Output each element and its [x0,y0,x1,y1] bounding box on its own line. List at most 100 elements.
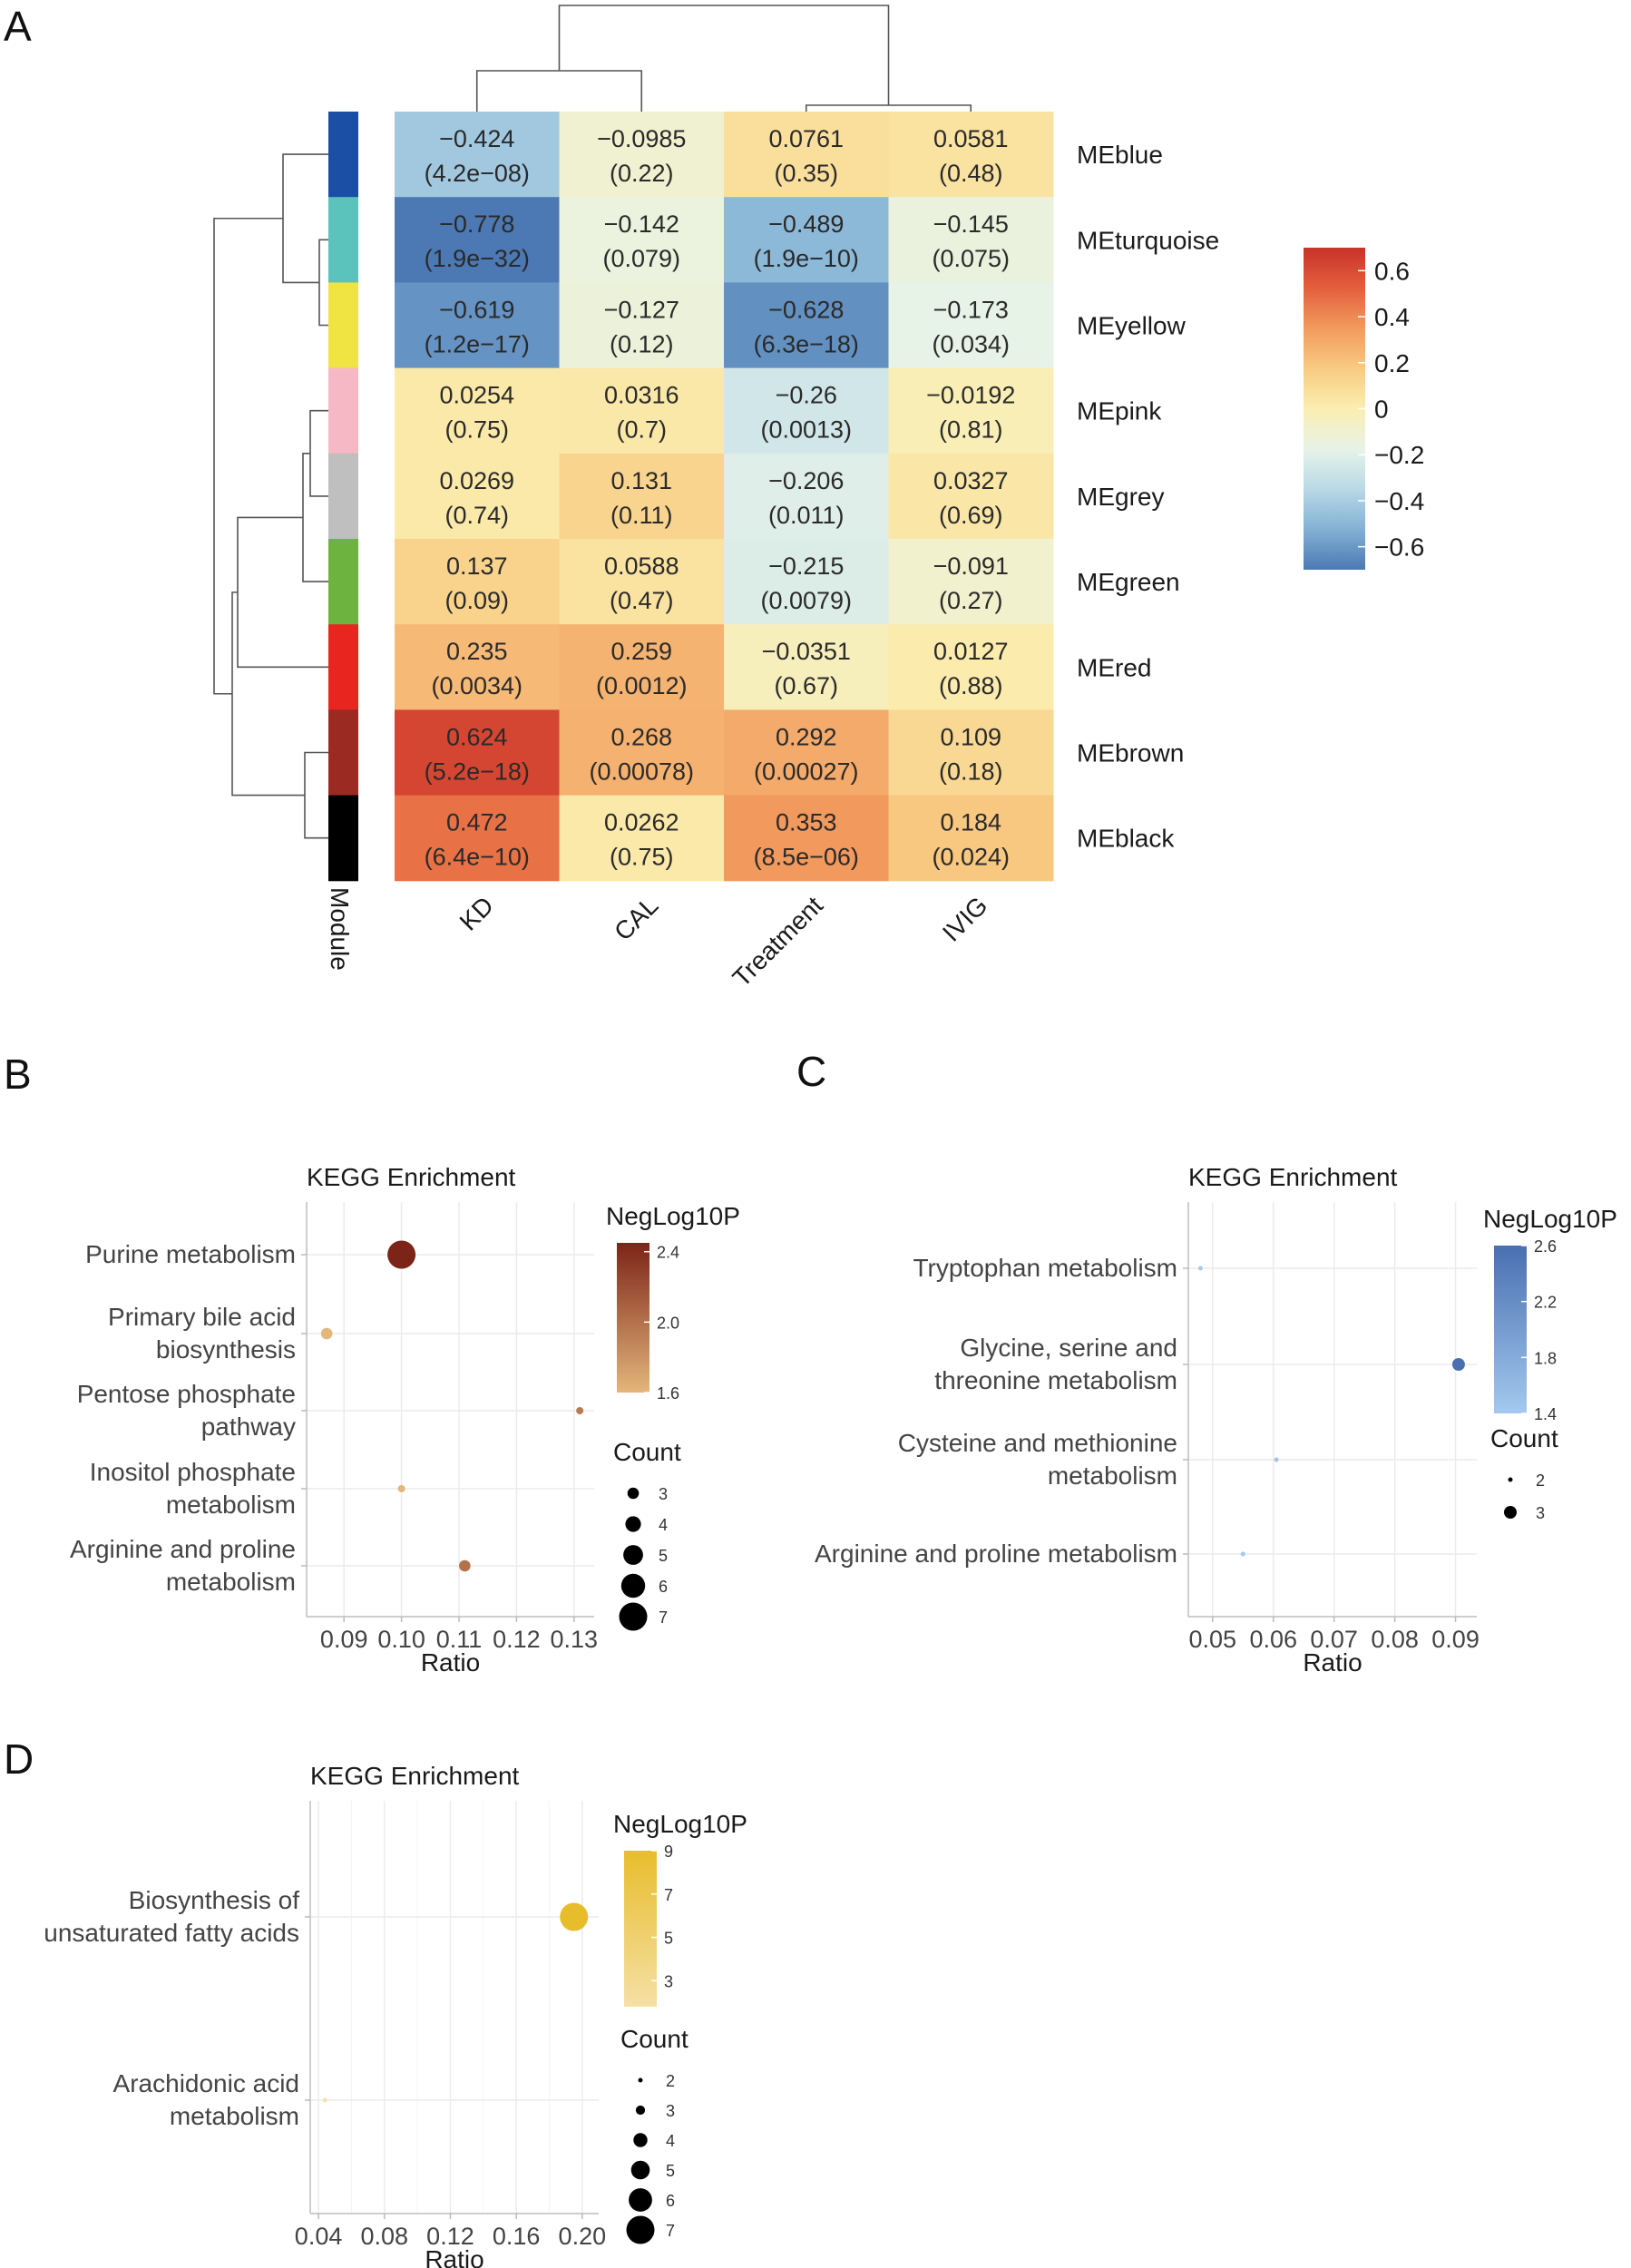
heatmap-cell [888,539,1054,625]
row-label: MEred [1077,653,1151,681]
cell-pvalue: (5.2e−18) [425,758,530,785]
module-color-swatch [328,367,358,455]
cell-value: 0.0269 [439,467,514,494]
heatmap-cell [395,795,560,882]
x-tick-label: 0.20 [559,2223,607,2250]
size-legend-label: 6 [666,2192,675,2210]
size-legend-title: Count [620,2025,689,2053]
panel-label-d: D [4,1735,34,1783]
category-label: Glycine, serine and [960,1334,1177,1362]
category-label: threonine metabolism [934,1366,1177,1394]
data-point [1451,1358,1465,1371]
plot-title: KEGG Enrichment [1188,1163,1398,1191]
cell-value: 0.0581 [933,125,1009,152]
heatmap-cell [395,197,560,283]
colorbar-tick-label: −0.2 [1374,441,1424,469]
x-tick-label: 0.13 [551,1626,599,1653]
cell-pvalue: (0.67) [774,672,838,699]
color-legend-tick-label: 3 [664,1972,673,1990]
data-point [560,1902,589,1931]
cell-value: −0.206 [768,467,844,494]
cell-value: 0.0588 [604,552,679,580]
color-legend-bar [1494,1246,1527,1413]
size-legend-title: Count [1490,1424,1558,1452]
dendrogram-branches [213,153,328,839]
cell-value: −0.0192 [926,382,1015,409]
cell-value: −0.778 [439,210,514,238]
cell-value: −0.145 [933,210,1009,238]
cell-value: 0.184 [940,809,1001,836]
color-legend-bar [617,1243,649,1393]
size-legend-dot [627,1487,640,1500]
category-label: Tryptophan metabolism [913,1254,1177,1282]
panel-label-a: A [4,3,32,50]
size-legend-dot [633,2133,648,2147]
heatmap-cell [888,624,1054,710]
size-legend-dot [619,1602,648,1631]
column-label: CAL [609,891,663,945]
colorbar [1304,248,1365,570]
heatmap-cell [395,709,560,797]
cell-pvalue: (1.9e−32) [425,245,530,272]
cell-pvalue: (0.81) [939,416,1003,444]
cell-pvalue: (0.69) [939,502,1003,529]
data-point [320,1327,333,1340]
cell-pvalue: (0.00078) [589,758,694,785]
category-label: Arginine and proline [70,1535,296,1563]
cell-value: −0.26 [776,382,837,409]
size-legend-dot [638,2077,643,2083]
data-point [322,2097,327,2103]
cell-pvalue: (0.024) [932,844,1010,871]
heatmap-cell [724,453,889,540]
x-tick-label: 0.16 [493,2223,541,2250]
x-axis-title: Ratio [421,1648,480,1677]
size-legend-dot [1508,1477,1513,1482]
heatmap-cell [724,112,889,198]
x-tick-label: 0.07 [1310,1626,1358,1653]
colorbar-tick-label: 0.6 [1374,257,1410,285]
row-dendrogram [213,153,328,839]
color-legend-tick-label: 9 [664,1843,673,1861]
row-label: MEblue [1077,141,1163,169]
row-label: MEgreen [1077,568,1180,596]
cell-pvalue: (0.11) [610,502,673,529]
color-legend-title: NegLog10P [1483,1205,1617,1233]
color-legend-tick-label: 2.4 [657,1244,679,1262]
cell-value: −0.173 [933,296,1009,323]
heatmap-cell [559,795,725,882]
size-legend-title: Count [613,1438,681,1466]
kegg-panel-d: KEGG Enrichment Biosynthesis of unsaturate… [44,1762,747,2268]
heatmap-cell [559,197,725,283]
data-point [459,1559,471,1572]
size-legend-label: 3 [666,2102,675,2120]
data-point [397,1485,405,1492]
category-label: metabolism [1048,1461,1177,1490]
size-legend-label: 3 [659,1485,668,1503]
cell-pvalue: (0.079) [602,245,680,272]
panel-label-b: B [4,1051,32,1098]
module-color-swatch [328,709,358,797]
heatmap-cell [724,709,889,797]
size-legend-dot [635,2105,646,2116]
size-legend-label: 4 [666,2132,675,2150]
color-legend-tick-label: 1.8 [1534,1349,1557,1367]
color-legend-tick-label: 1.4 [1534,1405,1557,1423]
cell-value: 0.353 [776,809,837,836]
heatmap-cell [724,197,889,283]
cell-value: −0.489 [768,210,844,238]
heatmap-cell [724,624,889,710]
category-label: Purine metabolism [85,1240,296,1268]
cell-pvalue: (0.22) [610,160,674,187]
color-legend-tick-label: 2.6 [1534,1237,1557,1256]
cell-value: −0.127 [604,296,679,323]
category-label: biosynthesis [156,1335,296,1364]
row-label: MEgrey [1077,483,1164,511]
colorbar-tick-label: −0.4 [1374,487,1424,515]
cell-value: −0.215 [768,552,844,580]
cell-value: 0.0262 [604,809,679,836]
size-legend-dot [1504,1506,1517,1519]
heatmap-cell [724,795,889,882]
cell-pvalue: (0.034) [932,330,1010,357]
x-tick-label: 0.04 [295,2223,343,2250]
row-label: MEbrown [1077,739,1184,767]
